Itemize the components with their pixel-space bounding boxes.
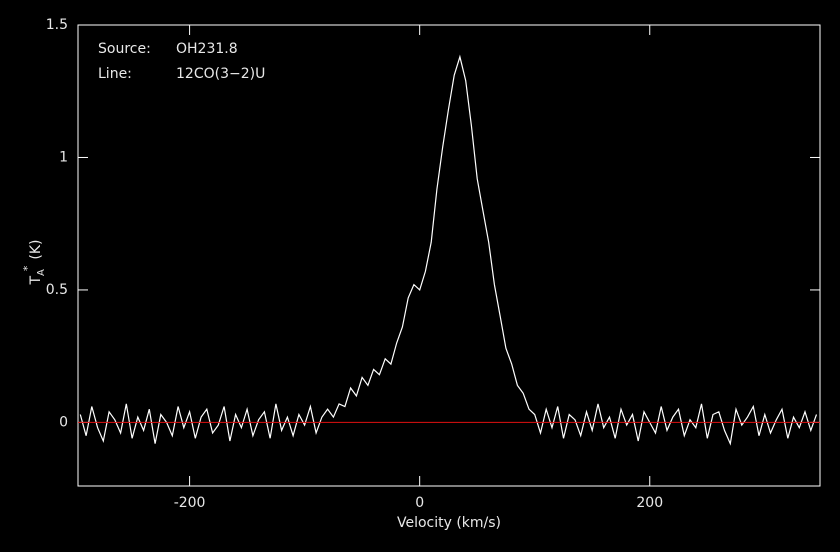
x-tick-label: -200 — [174, 495, 206, 511]
y-label-sup: * — [21, 265, 34, 271]
y-axis-label: TA* (K) — [21, 239, 47, 285]
y-tick-label: 0.5 — [46, 282, 68, 298]
x-axis-label: Velocity (km/s) — [397, 515, 501, 531]
annotation-key: Line: — [98, 66, 132, 82]
y-label-sub: A — [36, 269, 47, 276]
plot-frame — [77, 24, 821, 487]
annotation-text: OH231.8 — [176, 41, 238, 57]
y-tick-label: 1.5 — [46, 17, 68, 33]
y-tick-label: 0 — [59, 414, 68, 430]
y-axis-label-text: TA* (K) — [21, 239, 47, 285]
spectrum-line — [79, 54, 818, 446]
annotation-text: 12CO(3−2)U — [176, 66, 265, 82]
x-tick-label: 0 — [415, 495, 424, 511]
y-label-unit: (K) — [28, 239, 44, 259]
y-label-main: T — [28, 276, 44, 286]
x-tick-label: 200 — [636, 495, 663, 511]
y-tick-label: 1 — [59, 149, 68, 165]
annotation-key: Source: — [98, 41, 151, 57]
